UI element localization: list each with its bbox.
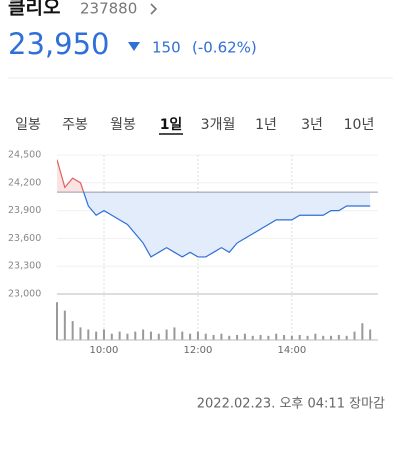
volume-bar <box>63 310 66 340</box>
volume-bar <box>314 333 317 340</box>
y-tick-label: 24,200 <box>8 177 41 188</box>
volume-bar <box>95 331 98 340</box>
volume-bar <box>251 335 254 340</box>
tab[interactable]: 일봉 <box>15 117 41 133</box>
volume-bar <box>204 333 207 340</box>
tab[interactable]: 월봉 <box>110 117 136 133</box>
volume-bar <box>243 333 246 340</box>
volume-bar <box>228 335 231 340</box>
stock-code[interactable]: 237880 <box>80 0 137 18</box>
tab[interactable]: 10년 <box>344 117 375 133</box>
chevron <box>150 3 158 15</box>
price: 23,950 <box>8 27 109 61</box>
volume-bar <box>79 327 82 340</box>
volume-bar <box>283 334 286 340</box>
change-pct: (-0.62%) <box>192 39 257 57</box>
timestamp: 2022.02.23. 오후 04:11 장마감 <box>197 397 385 412</box>
volume-bar <box>306 335 309 340</box>
area-down <box>57 192 371 257</box>
tab[interactable]: 주봉 <box>62 117 88 133</box>
x-tick-label: 12:00 <box>184 345 213 356</box>
volume-bar <box>212 334 215 340</box>
volume-bar <box>353 331 356 340</box>
tab[interactable]: 3년 <box>301 117 323 133</box>
volume-bar <box>149 331 152 340</box>
volume-bar <box>126 333 129 340</box>
volume-bar <box>189 333 192 340</box>
volume-bar <box>118 331 121 340</box>
x-tick-label: 14:00 <box>277 345 306 356</box>
volume-bar <box>220 333 223 340</box>
volume-bar <box>110 333 113 340</box>
y-tick-label: 24,500 <box>8 150 41 161</box>
volume-bar <box>102 329 105 340</box>
volume-bar <box>337 334 340 340</box>
volume-bar <box>275 333 278 340</box>
volume-bar <box>87 329 90 340</box>
volume-bar <box>134 331 137 340</box>
volume-bar <box>322 335 325 340</box>
volume-bar <box>181 331 184 340</box>
tab[interactable]: 1년 <box>255 117 277 133</box>
down-arrow <box>128 42 140 51</box>
volume-bar <box>345 335 348 340</box>
volume-bar <box>173 327 176 340</box>
volume-bar <box>196 331 199 340</box>
volume-bar <box>157 333 160 340</box>
volume-bar <box>290 335 293 340</box>
volume-bar <box>165 329 168 340</box>
change: 150 <box>152 39 181 57</box>
volume-bar <box>56 302 58 340</box>
y-tick-label: 23,600 <box>8 233 41 244</box>
volume-bar <box>267 335 270 340</box>
y-tick-label: 23,000 <box>8 289 41 300</box>
line-down <box>82 192 371 258</box>
volume-bar <box>71 321 74 340</box>
volume-bar <box>259 334 262 340</box>
tab[interactable]: 1일 <box>160 117 183 133</box>
y-tick-label: 23,300 <box>8 261 41 272</box>
x-tick-label: 10:00 <box>90 345 119 356</box>
volume-bar <box>298 334 301 340</box>
volume-bar <box>142 329 145 340</box>
stock-name[interactable]: 클리오 <box>8 0 60 19</box>
volume-bar <box>369 329 372 340</box>
volume-bar <box>330 335 333 340</box>
tab[interactable]: 3개월 <box>201 117 236 133</box>
volume-bar <box>361 323 364 340</box>
volume-bar <box>236 334 239 340</box>
y-tick-label: 23,900 <box>8 205 41 216</box>
